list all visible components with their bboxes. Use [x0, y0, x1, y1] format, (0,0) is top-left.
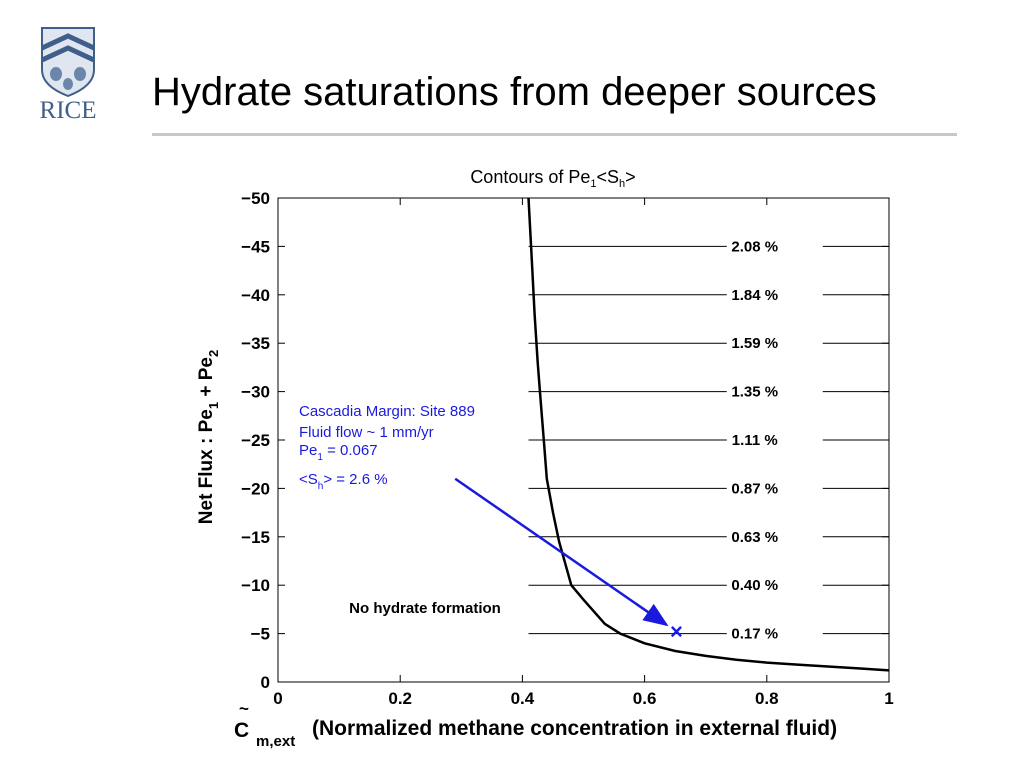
contour-label: 0.17 % [731, 626, 778, 643]
y-tick-label: −45 [241, 237, 270, 256]
contour-label: 1.35 % [731, 384, 778, 401]
logo-wordmark: RICE [40, 97, 97, 124]
saturation-boundary-line [527, 197, 890, 672]
y-tick-label: −40 [241, 286, 270, 305]
contour-label: 1.84 % [731, 287, 778, 304]
x-axis-title: (Normalized methane concentration in ext… [312, 717, 837, 740]
sh-label: <Sh> = 2.6 % [299, 471, 388, 492]
flow-label: Fluid flow ~ 1 mm/yr [299, 424, 434, 441]
y-tick-label: −50 [241, 189, 270, 208]
x-tick-label: 0.4 [511, 689, 535, 708]
site-889-marker: × [670, 619, 683, 644]
y-axis: −50−45−40−35−30−25−20−15−10−50 [241, 189, 889, 692]
y-tick-label: −20 [241, 479, 270, 498]
rice-shield-icon: RICE [40, 27, 97, 124]
site-arrow [454, 477, 669, 627]
x-axis-symbol: C [234, 719, 249, 742]
site-annotation: Cascadia Margin: Site 889 Fluid flow ~ 1… [299, 403, 475, 492]
x-tick-label: 0 [273, 689, 282, 708]
slide-title: Hydrate saturations from deeper sources [152, 70, 877, 114]
y-tick-label: 0 [261, 673, 270, 692]
pe1-label: Pe1 = 0.067 [299, 442, 378, 463]
y-tick-label: −15 [241, 528, 270, 547]
x-tick-label: 1 [884, 689, 893, 708]
y-tick-label: −25 [241, 431, 270, 450]
x-tick-label: 0.2 [388, 689, 412, 708]
site-label: Cascadia Margin: Site 889 [299, 403, 475, 420]
y-tick-label: −35 [241, 334, 270, 353]
y-tick-label: −10 [241, 576, 270, 595]
x-tick-label: 0.6 [633, 689, 657, 708]
contour-label: 0.40 % [731, 577, 778, 594]
contour-label: 2.08 % [731, 238, 778, 255]
no-hydrate-label: No hydrate formation [349, 600, 501, 617]
contour-label: 0.63 % [731, 529, 778, 546]
rice-logo: RICE [18, 24, 118, 124]
contour-label: 1.59 % [731, 335, 778, 352]
title-divider [152, 133, 957, 136]
y-tick-label: −5 [251, 625, 270, 644]
x-axis-tilde: ~ [239, 699, 249, 718]
contour-label: 1.11 % [732, 432, 778, 449]
x-axis-label: ~ C m,ext (Normalized methane concentrat… [234, 699, 837, 750]
chart-title: Contours of Pe1<Sh> [470, 167, 635, 190]
x-axis: 0 0.2 0.4 0.6 0.8 1 [273, 198, 894, 708]
x-axis-subscript: m,ext [256, 733, 295, 750]
x-tick-label: 0.8 [755, 689, 779, 708]
contour-label: 0.87 % [731, 480, 778, 497]
contour-lines: 2.08 % 1.84 % 1.59 % 1.35 % 1.11 % 0.87 % 0.63… [528, 238, 889, 643]
y-axis-label: Net Flux : Pe1 + Pe2 [196, 350, 221, 524]
y-tick-label: −30 [241, 383, 270, 402]
